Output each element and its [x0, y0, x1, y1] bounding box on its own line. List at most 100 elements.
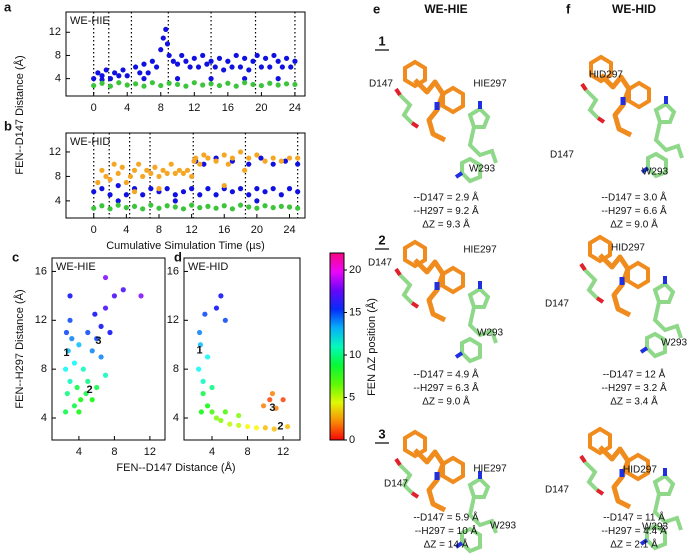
data-point: [85, 378, 91, 384]
chart-annotation: WE-HID: [188, 261, 228, 273]
data-point: [140, 173, 146, 180]
data-point: [62, 366, 69, 372]
data-point: [236, 422, 242, 428]
data-point: [98, 354, 104, 360]
measurement: ΔZ = 9.3 Å: [422, 218, 470, 231]
data-point: [225, 80, 231, 86]
residue-label: W293: [477, 328, 504, 339]
measurement: --D147 = 11 Å: [603, 511, 665, 524]
residue-label: D147: [545, 299, 569, 310]
data-point: [67, 293, 73, 299]
data-point: [295, 161, 301, 167]
data-point: [183, 58, 189, 64]
data-point: [205, 186, 211, 192]
data-point: [71, 403, 78, 409]
data-point: [222, 317, 228, 323]
chart-annotation: WE-HIE: [70, 15, 110, 27]
data-point: [267, 397, 273, 403]
data-point: [103, 173, 109, 180]
data-point: [124, 82, 130, 88]
data-point: [107, 192, 113, 198]
colorbar-tick-label: 0: [349, 434, 355, 446]
residue-sticks: [394, 267, 498, 363]
panel-label: b: [4, 118, 12, 133]
y-tick-label: 12: [49, 146, 61, 158]
colorbar-tick-label: 15: [349, 306, 361, 318]
data-point: [286, 155, 293, 161]
data-point: [200, 390, 206, 397]
data-point: [78, 397, 84, 403]
y-tick-label: 4: [173, 412, 179, 424]
data-point: [242, 167, 248, 173]
data-point: [174, 61, 181, 67]
y-tick-label: 8: [41, 363, 47, 375]
data-point: [213, 192, 219, 198]
panel-label: f: [566, 1, 571, 16]
measurement: --H297 = 6.3 Å: [413, 381, 479, 394]
data-point: [204, 403, 211, 409]
data-point: [116, 80, 122, 86]
data-point: [221, 152, 227, 158]
data-point: [176, 167, 182, 173]
data-point: [196, 366, 202, 372]
data-point: [74, 384, 80, 391]
data-point: [94, 336, 100, 342]
data-point: [213, 305, 220, 311]
x-tick-label: 12: [144, 446, 156, 458]
y-tick-label: 12: [49, 26, 61, 38]
colorbar-tick-label: 20: [349, 264, 361, 276]
data-point: [107, 206, 113, 212]
x-axis-label: Cumulative Simulation Time (µs): [106, 240, 265, 252]
data-point: [189, 202, 195, 208]
data-point: [295, 205, 301, 211]
y-tick-label: 4: [55, 195, 61, 207]
measurement: --H297 = 3.2 Å: [601, 381, 667, 394]
data-point: [282, 158, 289, 164]
colorbar-label: FEN ΔZ position (Å): [365, 298, 378, 396]
panel-label: e: [373, 1, 380, 16]
data-point: [191, 80, 197, 86]
data-point: [269, 390, 276, 397]
plot-frame: [65, 132, 306, 219]
measurement: ΔZ = 2.1 Å: [610, 538, 658, 551]
data-point: [278, 158, 284, 164]
data-point: [160, 167, 166, 173]
data-point: [213, 415, 220, 421]
y-tick-label: 16: [35, 265, 47, 277]
data-point: [123, 179, 129, 186]
y-tick-label: 4: [55, 73, 61, 85]
data-point: [262, 55, 269, 61]
x-tick-label: 24: [283, 224, 295, 236]
data-point: [292, 81, 298, 88]
data-point: [141, 61, 147, 67]
data-point: [242, 55, 248, 61]
y-tick-label: 8: [173, 363, 179, 375]
data-point: [204, 61, 210, 67]
data-point: [246, 155, 252, 161]
data-point: [158, 47, 164, 53]
measurement: --D147 = 12 Å: [603, 368, 666, 381]
data-point: [91, 82, 97, 89]
data-point: [233, 83, 239, 89]
data-point: [295, 189, 301, 195]
y-tick-label: 12: [35, 314, 47, 326]
data-point: [254, 186, 260, 192]
measurement: ΔZ = 9.0 Å: [422, 395, 470, 408]
data-point: [284, 423, 291, 430]
data-point: [102, 305, 109, 311]
data-point: [99, 186, 105, 192]
y-axis-label: FEN--H297 Distance (Å): [13, 289, 26, 408]
data-point: [164, 170, 170, 176]
data-point: [123, 192, 129, 198]
y-tick-label: 4: [41, 412, 47, 424]
data-point: [286, 204, 293, 210]
data-point: [156, 173, 162, 180]
measurement: ΔZ = 14 Å: [424, 538, 469, 551]
measurement: --D147 = 4.9 Å: [413, 368, 479, 381]
data-point: [99, 80, 105, 86]
data-point: [91, 205, 97, 211]
y-axis-label: FEN--D147 Distance (Å): [13, 55, 26, 174]
data-point: [148, 170, 154, 176]
data-point: [246, 204, 252, 210]
y-tick-label: 16: [167, 265, 179, 277]
